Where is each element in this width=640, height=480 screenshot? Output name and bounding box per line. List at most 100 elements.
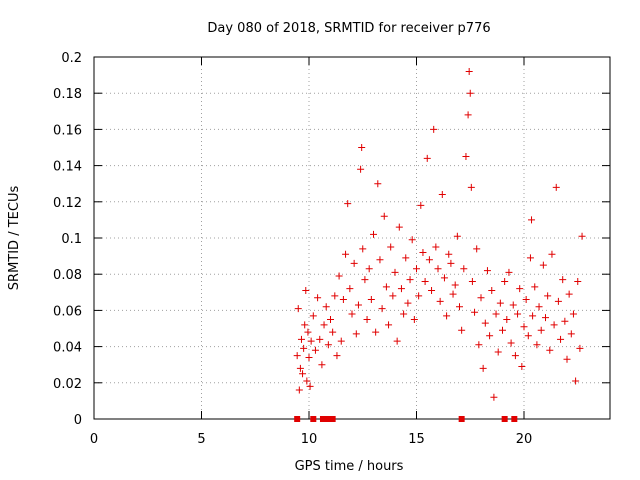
data-point: [306, 382, 314, 390]
data-point: [307, 337, 315, 345]
data-point: [335, 272, 343, 280]
data-point: [550, 321, 558, 329]
y-tick-label: 0.14: [53, 160, 82, 175]
data-point: [501, 277, 509, 285]
data-point: [314, 294, 322, 302]
data-point: [507, 339, 515, 347]
data-point: [464, 111, 472, 119]
plot-frame: [93, 56, 611, 420]
data-point: [294, 305, 302, 313]
y-tick-label: 0.1: [61, 232, 82, 247]
data-point: [496, 299, 504, 307]
data-point: [528, 216, 536, 224]
data-point: [389, 292, 397, 300]
data-point: [537, 326, 545, 334]
data-point: [477, 294, 485, 302]
data-point: [337, 337, 345, 345]
x-tick-label: 15: [408, 432, 425, 447]
data-point: [458, 326, 466, 334]
data-point: [406, 276, 414, 284]
data-point: [561, 317, 569, 325]
data-point: [539, 261, 547, 269]
data-point: [486, 332, 494, 340]
data-point: [569, 310, 577, 318]
data-point: [296, 364, 304, 372]
data-point: [391, 268, 399, 276]
data-point: [297, 335, 305, 343]
data-point: [304, 328, 312, 336]
data-point: [387, 243, 395, 251]
data-point: [542, 314, 549, 322]
data-point: [576, 344, 584, 352]
data-point: [295, 386, 303, 394]
data-point: [376, 256, 384, 264]
data-point: [563, 355, 571, 363]
data-point: [447, 259, 455, 267]
data-point: [378, 305, 386, 313]
data-point: [494, 348, 502, 356]
data-point: [475, 341, 483, 349]
data-point: [357, 165, 365, 173]
data-point: [417, 201, 425, 209]
data-point: [529, 312, 537, 320]
data-point: [479, 364, 487, 372]
data-points: [293, 67, 586, 401]
x-tick-label: 5: [197, 432, 205, 447]
data-point: [361, 276, 369, 284]
data-point: [397, 285, 405, 293]
data-point: [468, 277, 476, 285]
data-point: [443, 312, 451, 320]
data-point: [559, 276, 567, 284]
grid: [94, 57, 610, 419]
data-point: [557, 335, 565, 343]
data-point: [372, 328, 380, 336]
baseline-marker: [323, 416, 330, 422]
data-point: [370, 230, 377, 238]
data-point: [445, 250, 453, 258]
data-point: [430, 125, 438, 133]
data-point: [408, 236, 416, 244]
data-point: [339, 296, 347, 304]
data-point: [451, 281, 459, 289]
data-point: [365, 265, 373, 273]
x-tick-label: 10: [301, 432, 318, 447]
data-point: [473, 245, 481, 253]
baseline-marker: [458, 416, 465, 422]
data-point: [548, 250, 556, 258]
data-point: [320, 321, 328, 329]
data-point: [535, 303, 543, 311]
data-point: [303, 377, 311, 385]
data-point: [344, 200, 352, 208]
data-point: [352, 330, 360, 338]
data-point: [505, 268, 513, 276]
data-point: [574, 277, 582, 285]
y-tick-label: 0.16: [53, 123, 82, 138]
baseline-marker: [326, 416, 333, 422]
data-point: [522, 296, 530, 304]
baseline-marker: [511, 416, 518, 422]
data-point: [520, 323, 528, 331]
data-point: [400, 310, 408, 318]
baseline-marker: [310, 416, 317, 422]
data-point: [301, 321, 309, 329]
data-point: [453, 232, 461, 240]
data-point: [449, 290, 457, 298]
data-point: [302, 286, 310, 294]
data-point: [546, 346, 554, 354]
data-point: [374, 180, 382, 188]
data-point: [511, 352, 519, 360]
data-point: [554, 297, 562, 305]
data-point: [456, 303, 463, 311]
data-point: [333, 352, 341, 360]
data-point: [350, 259, 358, 267]
data-point: [572, 377, 580, 385]
x-tick-label: 0: [90, 432, 98, 447]
data-point: [428, 286, 436, 294]
data-point: [413, 265, 420, 273]
data-point: [354, 301, 362, 309]
data-point: [346, 285, 354, 293]
data-point: [404, 299, 412, 307]
data-point: [434, 265, 442, 273]
data-point: [410, 315, 418, 323]
y-tick-label: 0.2: [61, 51, 82, 66]
